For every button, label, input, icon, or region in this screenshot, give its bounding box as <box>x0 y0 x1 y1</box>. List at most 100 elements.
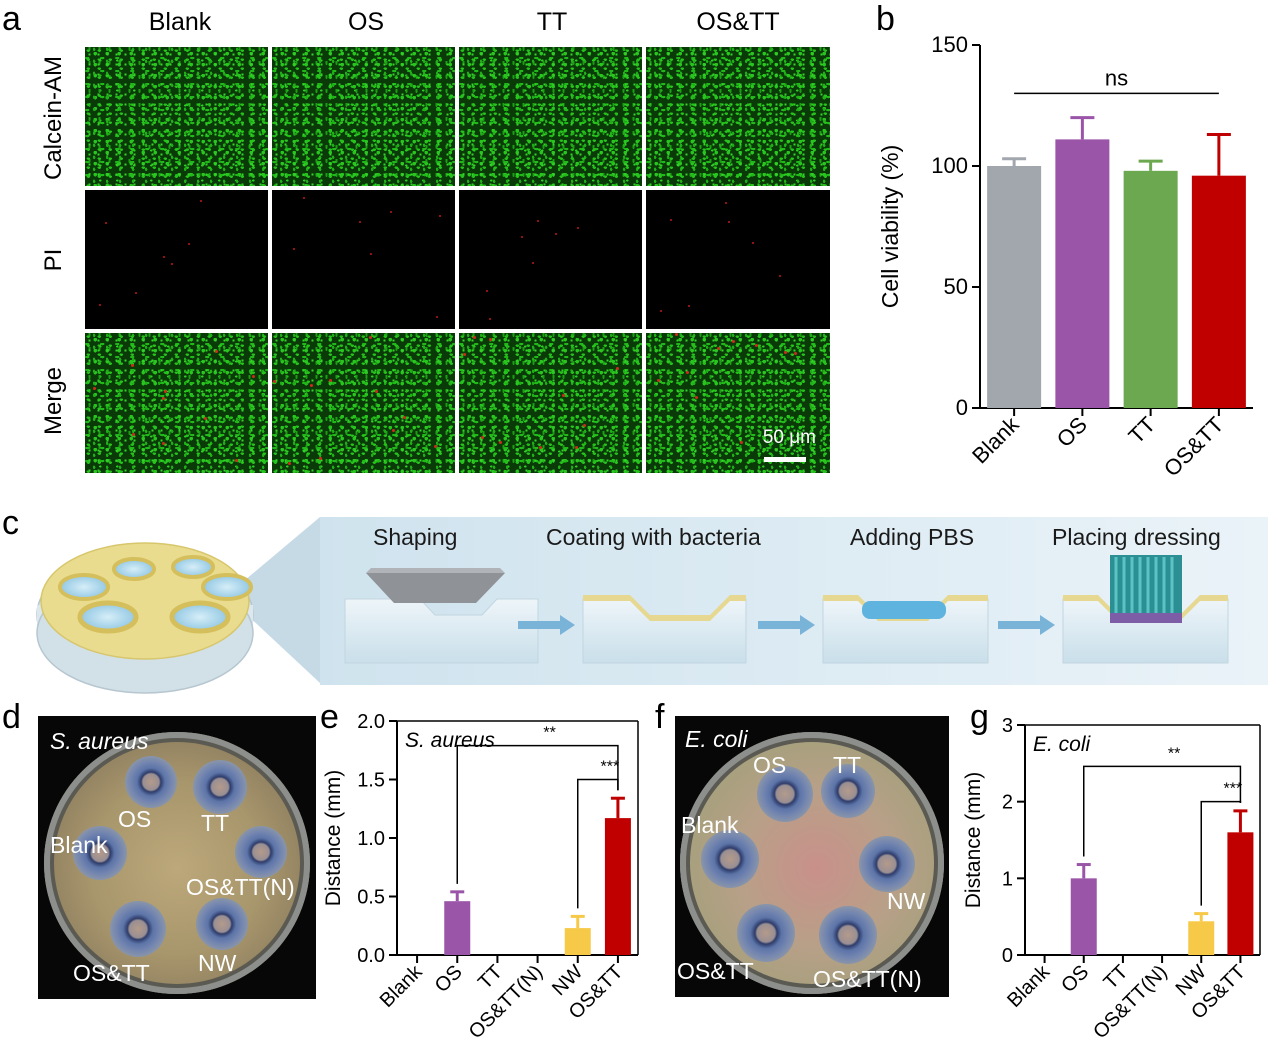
pi-dot <box>486 290 488 292</box>
column-header-os: OS <box>347 8 385 36</box>
pi-dot <box>390 211 392 213</box>
significance-bracket <box>1083 765 1242 857</box>
workflow-schematic <box>36 517 1268 694</box>
step-label-coating: Coating with bacteria <box>546 524 761 550</box>
column-header-os-tt: OS&TT <box>696 8 780 36</box>
disc-tt <box>193 760 247 814</box>
panel-g-label: g <box>970 698 989 736</box>
pi-dot <box>135 292 137 294</box>
plate-label-os-tt: OS&TT <box>73 960 150 986</box>
bar-nw <box>1188 921 1215 955</box>
agar-plate-e-coli: E. coli OS TT Blank NW OS&TT OS&TT(N) <box>675 716 949 997</box>
merge-red-dot <box>310 384 313 387</box>
micrograph-merge-os-tt: 50 μm <box>646 333 830 473</box>
y-tick-label: 1.5 <box>357 770 385 792</box>
bar-tt <box>1123 170 1178 408</box>
dish-wells <box>58 555 253 634</box>
merge-red-dot <box>575 446 578 449</box>
y-axis-title: Distance (mm) <box>962 772 985 909</box>
plate-label-tt: TT <box>833 752 862 778</box>
plate-title-e-coli: E. coli <box>685 726 748 752</box>
panel-b-label: b <box>876 0 895 38</box>
pi-dot <box>359 221 361 223</box>
y-tick-label: 0 <box>1002 945 1013 967</box>
micrograph-calcein-tt <box>459 47 642 186</box>
merge-red-dot <box>489 338 492 341</box>
x-tick-label-os: OS <box>431 961 467 997</box>
micrograph-pi-os-tt <box>646 190 830 329</box>
step-dressing-illustration <box>1062 555 1229 664</box>
merge-red-dot <box>717 347 720 350</box>
bar-nw <box>564 928 591 955</box>
scale-bar-label: 50 μm <box>762 427 816 448</box>
bar-os-tt <box>604 818 631 955</box>
column-header-blank: Blank <box>148 8 212 36</box>
step-arrows <box>518 615 1055 635</box>
plate-label-blank: Blank <box>681 812 739 838</box>
merge-red-dot <box>369 336 372 339</box>
s-aureus-distance-chart: 0.0 0.5 1.0 1.5 2.0 Distance (mm) S. aureus Bla… <box>322 711 639 1043</box>
bar-os <box>1070 878 1097 955</box>
pi-dot <box>293 248 295 250</box>
merge-red-dot <box>583 424 586 427</box>
panel-f-label: f <box>655 698 665 736</box>
disc-nw <box>859 836 915 892</box>
x-tick-label-tt: TT <box>1123 412 1160 449</box>
pi-dot <box>670 219 672 221</box>
disc-os <box>757 766 813 822</box>
micrograph-calcein-os-tt <box>646 47 830 186</box>
y-tick-label: 0.0 <box>357 945 385 967</box>
x-tick-label-os: OS <box>1052 412 1092 452</box>
merge-red-dot <box>539 446 542 449</box>
y-axis-title: Cell viability (%) <box>877 145 903 309</box>
y-tick-label: 1.0 <box>357 828 385 850</box>
merge-red-dot <box>675 333 678 336</box>
merge-red-dot <box>375 390 378 393</box>
bar-os-tt <box>1227 832 1254 955</box>
column-header-tt: TT <box>536 8 568 36</box>
step-label-shaping: Shaping <box>373 524 458 550</box>
pi-dot <box>537 220 539 222</box>
significance-bracket <box>456 744 619 884</box>
merge-red-dot <box>329 379 332 382</box>
significance-label: ** <box>1168 745 1180 762</box>
step-label-dressing: Placing dressing <box>1052 524 1221 550</box>
y-tick-label: 100 <box>931 153 968 178</box>
disc-tt <box>821 764 875 818</box>
micrograph-pi-blank <box>85 190 268 329</box>
pi-dot <box>779 275 781 277</box>
merge-red-dot <box>434 445 437 448</box>
merge-red-dot <box>473 336 476 339</box>
panel-d-label: d <box>2 698 21 736</box>
row-header-pi: PI <box>40 248 67 272</box>
scale-bar <box>764 457 806 462</box>
merge-red-dot <box>204 417 207 420</box>
significance-label: *** <box>1223 781 1242 798</box>
y-tick-label: 0.5 <box>357 887 385 909</box>
merge-red-dot <box>252 375 255 378</box>
merge-red-dot <box>740 441 743 444</box>
micrograph-calcein-blank <box>85 47 268 186</box>
plate-label-nw: NW <box>198 950 237 976</box>
micrograph-pi-os <box>272 190 455 329</box>
row-header-calcein: Calcein-AM <box>40 55 67 181</box>
pi-dot <box>660 310 662 312</box>
plate-label-os: OS <box>753 752 787 778</box>
x-tick-label-blank: Blank <box>376 960 428 1012</box>
merge-red-dot <box>732 340 735 343</box>
merge-red-dot <box>273 380 276 383</box>
y-tick-label: 150 <box>931 32 968 57</box>
merge-red-dot <box>392 429 395 432</box>
pi-dot <box>171 263 173 265</box>
pi-dot <box>436 316 438 318</box>
bar-blank <box>987 166 1042 408</box>
merge-red-dot <box>794 352 797 355</box>
significance-label: *** <box>600 759 619 776</box>
pi-dot <box>555 233 557 235</box>
plate-title-s-aureus: S. aureus <box>50 728 149 754</box>
disc-blank <box>701 830 759 888</box>
row-header-merge: Merge <box>40 366 67 436</box>
chart-title: S. aureus <box>405 729 495 752</box>
agar-plate-s-aureus: S. aureus OS TT Blank OS&TT(N) OS&TT NW <box>38 716 316 999</box>
disc-os-tt-n <box>235 826 287 878</box>
